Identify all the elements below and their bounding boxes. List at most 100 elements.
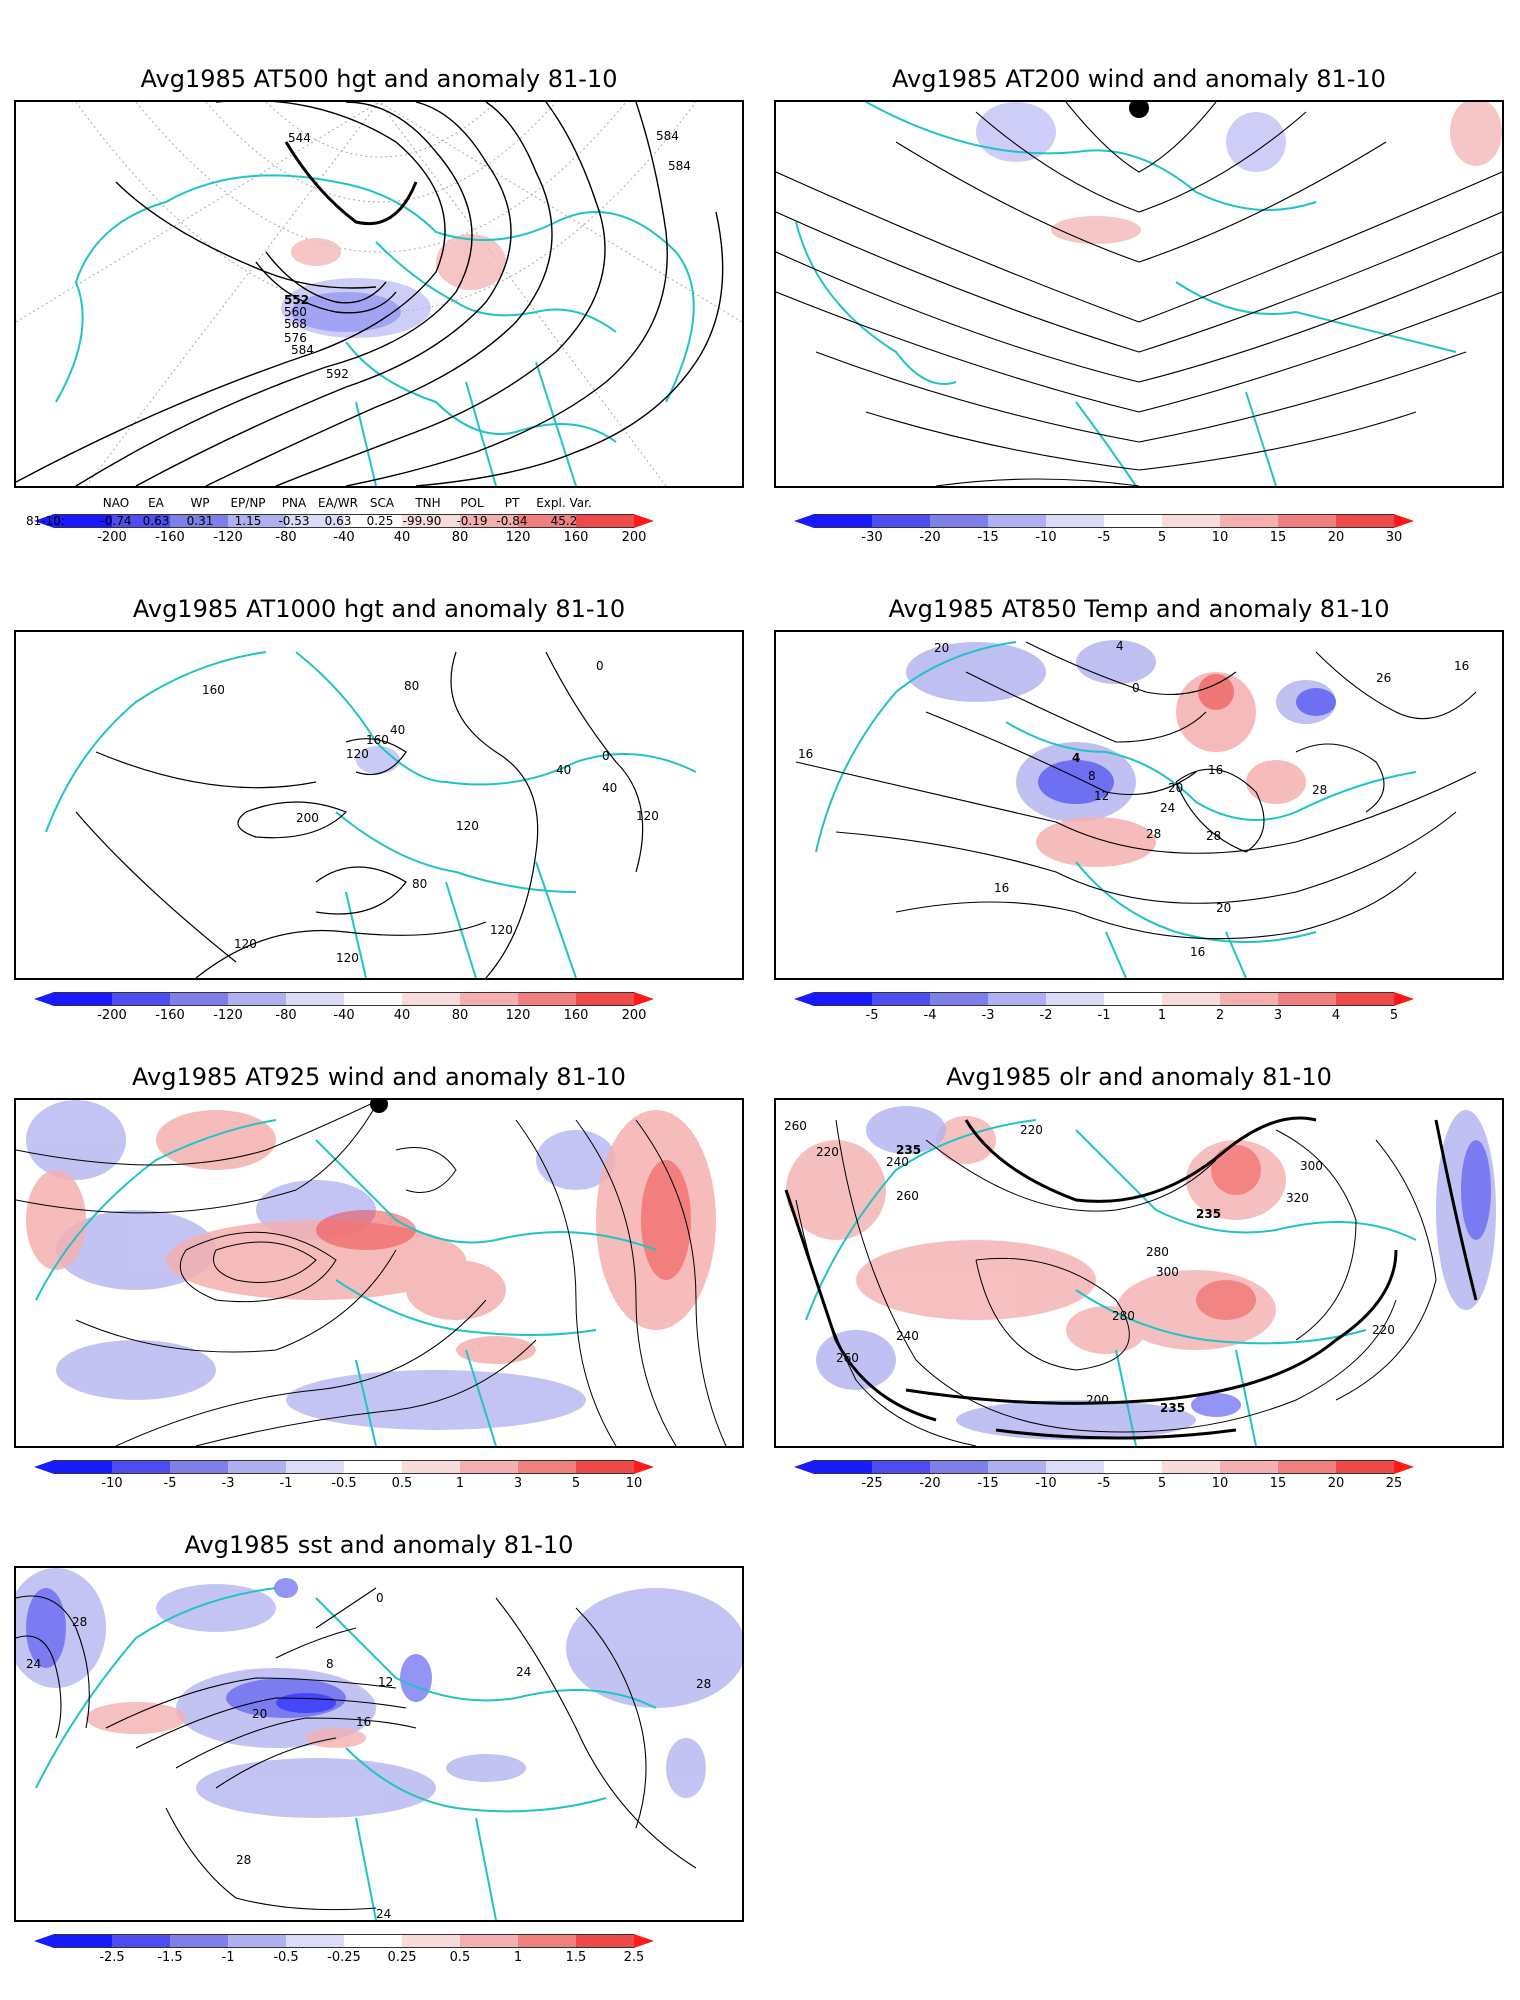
colorbar-tick: 40 [393, 1008, 411, 1023]
colorbar-tick: -1.5 [157, 1950, 183, 1965]
colorbar-arrow-right [634, 1934, 654, 1948]
colorbar-tick: -20 [919, 530, 941, 545]
contour-label: 28 [1206, 829, 1221, 843]
colorbar-tick: 0.5 [449, 1950, 471, 1965]
colorbar-tick: 120 [505, 530, 531, 545]
contour-label: 300 [1300, 1159, 1323, 1173]
index-value: 0.63 [142, 514, 170, 528]
map-frame: 544 552 560 568 576 584 592 584 584 [14, 100, 744, 488]
colorbar-bars [814, 1460, 1394, 1474]
colorbar-arrow-left [34, 514, 54, 528]
contour-label: 16 [1454, 659, 1469, 673]
index-header: Expl. Var. [536, 496, 592, 510]
contour-label: 235 [1196, 1207, 1221, 1221]
colorbar-tick: -120 [213, 1008, 243, 1023]
map-frame: 260 220 240 235 220 260 280 300 320 300 … [774, 1098, 1504, 1448]
index-header: EA [148, 496, 164, 510]
index-header: PNA [281, 496, 307, 510]
contour-label: 280 [1146, 1245, 1169, 1259]
contour-label: 120 [636, 809, 659, 823]
contour-label: 28 [696, 1677, 711, 1691]
contour-label: 16 [356, 1715, 371, 1729]
colorbar-tick: -0.5 [273, 1950, 299, 1965]
contour-label: 80 [404, 679, 419, 693]
index-header: WP [190, 496, 210, 510]
map-at925 [16, 1100, 727, 1446]
contour-label: 0 [1132, 681, 1140, 695]
index-header: SCA [369, 496, 395, 510]
contour-label: 20 [934, 641, 949, 655]
panel-at200: Avg1985 AT200 wind and anomaly 81-10 [774, 64, 1504, 554]
panel-title: Avg1985 olr and anomaly 81-10 [946, 1063, 1332, 1091]
colorbar-tick: -1 [1097, 1008, 1111, 1023]
contour-label: 40 [556, 763, 571, 777]
contour-label: 120 [234, 937, 257, 951]
map-frame: 28 24 20 16 12 8 0 24 28 28 24 [14, 1566, 744, 1922]
colorbar-bars [814, 514, 1394, 528]
contour-label: 12 [378, 1675, 393, 1689]
index-value: 0.63 [324, 514, 352, 528]
colorbar-tick: -0.5 [331, 1476, 357, 1491]
colorbar-tick: 10 [1211, 530, 1229, 545]
colorbar-tick: -10 [1035, 1476, 1057, 1491]
colorbar-bars [814, 992, 1394, 1006]
contour-label: 552 [284, 293, 309, 307]
colorbar-tick: -25 [861, 1476, 883, 1491]
contour-label: 220 [816, 1145, 839, 1159]
index-row-label: 81-10: [26, 514, 65, 528]
contour-label: 592 [326, 367, 349, 381]
colorbar-tick: 20 [1327, 530, 1345, 545]
colorbar-tick: 20 [1327, 1476, 1345, 1491]
contour-label: 240 [886, 1155, 909, 1169]
contour-label: 0 [596, 659, 604, 673]
colorbar-bars [54, 1460, 634, 1474]
colorbar-tick: 40 [393, 530, 411, 545]
colorbar-tick: -200 [97, 530, 127, 545]
map-olr: 260 220 240 235 220 260 280 300 320 300 … [784, 1106, 1496, 1446]
map-at1000: 160 120 80 40 0 200 120 80 120 40 0 40 1… [45, 651, 697, 978]
contour-label: 300 [1156, 1265, 1179, 1279]
contour-label: 120 [490, 923, 513, 937]
contour-label: 584 [291, 343, 314, 357]
map-at200 [776, 102, 1502, 486]
colorbar-tick: -1 [279, 1476, 293, 1491]
index-header: PT [504, 496, 520, 510]
colorbar-tick: 1 [455, 1476, 465, 1491]
contour-label: 28 [236, 1853, 251, 1867]
colorbar-tick: 200 [621, 1008, 647, 1023]
contour-label: 28 [1312, 783, 1327, 797]
contour-label: 120 [336, 951, 359, 965]
colorbar-tick: -3 [981, 1008, 995, 1023]
map-at500: 544 552 560 568 576 584 592 584 584 [16, 102, 742, 486]
colorbar-tick: 25 [1385, 1476, 1403, 1491]
colorbar-tick: 200 [621, 530, 647, 545]
contour-label: 20 [1216, 901, 1231, 915]
colorbar-tick: -5 [865, 1008, 879, 1023]
colorbar-tick: 3 [1273, 1008, 1283, 1023]
contour-label: 260 [896, 1189, 919, 1203]
contour-label: 80 [412, 877, 427, 891]
contour-label: 24 [376, 1907, 391, 1920]
colorbar-bars [54, 514, 634, 528]
contour-label: 8 [326, 1657, 334, 1671]
colorbar-tick: -5 [1097, 1476, 1111, 1491]
colorbar-tick: -3 [221, 1476, 235, 1491]
contour-label: 560 [284, 305, 307, 319]
colorbar-tick: -20 [919, 1476, 941, 1491]
colorbar-tick: 0.5 [391, 1476, 413, 1491]
contour-label: 200 [1086, 1393, 1109, 1407]
contour-label: 160 [202, 683, 225, 697]
contour-label: 26 [1376, 671, 1391, 685]
contour-label: 260 [784, 1119, 807, 1133]
index-header: TNH [415, 496, 441, 510]
contour-label: 24 [26, 1657, 41, 1671]
panel-at925: Avg1985 AT925 wind and anomaly 81-10 [14, 1062, 744, 1492]
colorbar-arrow-right [634, 992, 654, 1006]
panel-title: Avg1985 AT850 Temp and anomaly 81-10 [888, 595, 1390, 623]
panel-sst: Avg1985 sst and anomaly 81-10 [14, 1530, 744, 1970]
colorbar-tick: 5 [571, 1476, 581, 1491]
colorbar-tick: -5 [1097, 530, 1111, 545]
colorbar-tick: 1.5 [565, 1950, 587, 1965]
colorbar-tick: -160 [155, 530, 185, 545]
contour-label: 544 [288, 131, 311, 145]
